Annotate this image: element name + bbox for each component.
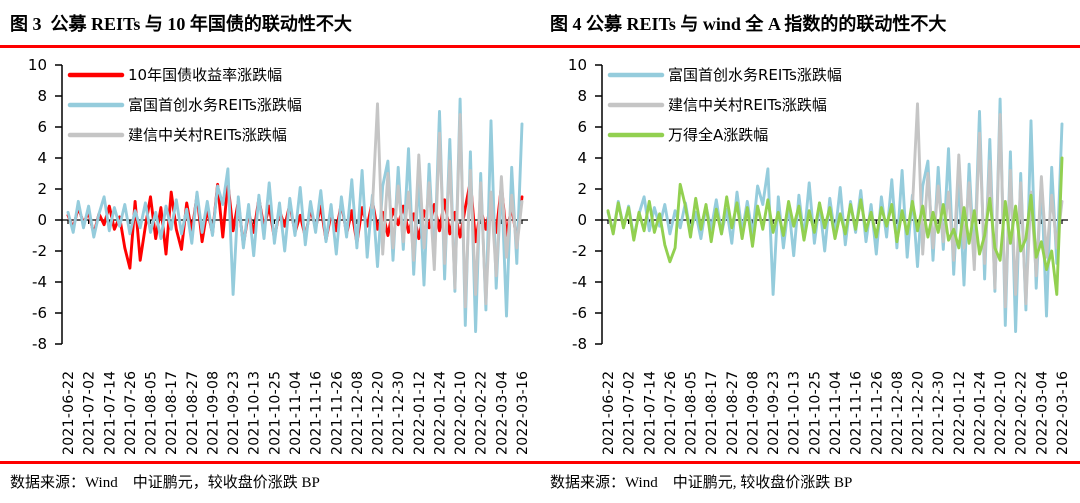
x-tick-label: 2021-12-20 [911, 371, 927, 455]
y-tick-label: 4 [37, 149, 47, 167]
x-tick-label: 2021-11-16 [309, 371, 325, 455]
x-tick-label: 2021-11-26 [329, 371, 345, 455]
legend-label: 建信中关村REITs涨跌幅 [128, 126, 287, 144]
y-tick-label: 0 [577, 211, 587, 229]
bottom-red-rule [0, 461, 1080, 464]
x-tick-label: 2021-09-23 [766, 371, 782, 455]
y-tick-label: -8 [32, 335, 47, 353]
x-tick-label: 2021-12-30 [931, 371, 947, 455]
x-tick-label: 2021-06-22 [601, 371, 617, 455]
x-tick-label: 2021-08-17 [704, 371, 720, 455]
figure4-data-source-note: 数据来源：Wind 中证鹏元, 较收盘价涨跌 BP [550, 475, 853, 491]
figure3-title: 图 3 公募 REITs 与 10 年国债的联动性不大 [10, 14, 352, 34]
x-axis [602, 219, 1068, 224]
y-tick-label: -8 [572, 335, 587, 353]
x-tick-label: 2021-08-17 [164, 371, 180, 455]
x-tick-label: 2021-10-13 [787, 371, 803, 455]
x-tick-label: 2021-11-04 [828, 371, 844, 455]
x-tick-label: 2021-07-02 [622, 371, 638, 455]
x-tick-label: 2021-12-30 [391, 371, 407, 455]
legend-label: 富国首创水务REITs涨跌幅 [128, 96, 302, 114]
x-tick-label: 2021-09-08 [746, 371, 762, 455]
y-tick-label: 8 [37, 87, 47, 105]
x-tick-label: 2022-03-16 [515, 371, 531, 455]
x-tick-label: 2022-01-24 [433, 371, 449, 455]
x-tick-label: 2021-12-20 [371, 371, 387, 455]
x-tick-label: 2022-02-22 [474, 371, 490, 455]
x-tick-label: 2021-06-22 [61, 371, 77, 455]
y-tick-label: -6 [572, 304, 587, 322]
y-axis [55, 64, 63, 345]
x-tick-label: 2021-08-05 [684, 371, 700, 455]
legend-label: 富国首创水务REITs涨跌幅 [668, 66, 842, 84]
y-tick-label: -4 [32, 273, 47, 291]
x-tick-label: 2022-03-16 [1055, 371, 1071, 455]
x-tick-label: 2022-01-12 [412, 371, 428, 455]
x-tick-label: 2021-09-08 [206, 371, 222, 455]
x-tick-label: 2021-12-08 [350, 371, 366, 455]
y-tick-label: 8 [577, 87, 587, 105]
x-tick-label: 2021-10-25 [267, 371, 283, 455]
y-tick-label: 0 [37, 211, 47, 229]
y-tick-label: 10 [568, 56, 587, 74]
y-axis [595, 64, 603, 345]
y-tick-label: -2 [32, 242, 47, 260]
x-tick-label: 2021-08-27 [185, 371, 201, 455]
x-tick-label: 2021-07-14 [102, 371, 118, 455]
legend-label: 万得全A涨跌幅 [668, 126, 768, 144]
x-tick-label: 2022-01-24 [973, 371, 989, 455]
y-tick-label: 6 [37, 118, 47, 136]
y-tick-label: -6 [32, 304, 47, 322]
x-tick-label: 2022-02-22 [1014, 371, 1030, 455]
y-tick-label: 10 [28, 56, 47, 74]
x-tick-label: 2021-12-08 [890, 371, 906, 455]
x-tick-label: 2021-11-04 [288, 371, 304, 455]
x-tick-label: 2022-02-10 [453, 371, 469, 455]
y-tick-label: 2 [37, 180, 47, 198]
x-tick-label: 2022-02-10 [993, 371, 1009, 455]
legend-label: 10年国债收益率涨跌幅 [128, 66, 282, 84]
x-tick-label: 2021-10-13 [247, 371, 263, 455]
y-tick-label: 2 [577, 180, 587, 198]
x-tick-label: 2022-03-04 [1034, 371, 1050, 455]
x-tick-label: 2021-09-23 [226, 371, 242, 455]
x-tick-label: 2021-07-14 [642, 371, 658, 455]
x-tick-label: 2021-11-16 [849, 371, 865, 455]
top-red-rule [0, 45, 1080, 48]
x-axis-labels: 2021-06-22 2021-07-02 2021-07-14 2021-07-26… [601, 371, 1071, 455]
y-tick-label: 6 [577, 118, 587, 136]
x-tick-label: 2022-01-12 [952, 371, 968, 455]
y-tick-label: -2 [572, 242, 587, 260]
series-line-2 [370, 102, 524, 309]
x-tick-label: 2021-07-26 [123, 371, 139, 455]
y-axis-labels: 10 8 6 4 2 0 -2 -4 -6 -8 [28, 56, 47, 353]
x-tick-label: 2021-10-25 [807, 371, 823, 455]
legend-label: 建信中关村REITs涨跌幅 [668, 96, 827, 114]
y-tick-label: 4 [577, 149, 587, 167]
x-tick-label: 2021-07-02 [82, 371, 98, 455]
x-tick-label: 2021-08-05 [144, 371, 160, 455]
x-axis-labels: 2021-06-22 2021-07-02 2021-07-14 2021-07-26… [61, 371, 531, 455]
y-tick-label: -4 [572, 273, 587, 291]
x-tick-label: 2021-07-26 [663, 371, 679, 455]
x-tick-label: 2021-08-27 [725, 371, 741, 455]
x-tick-label: 2021-11-26 [869, 371, 885, 455]
y-axis-labels: 10 8 6 4 2 0 -2 -4 -6 -8 [568, 56, 587, 353]
x-tick-label: 2022-03-04 [494, 371, 510, 455]
series-line-2 [606, 156, 1064, 296]
figure3-data-source-note: 数据来源：Wind 中证鹏元，较收盘价涨跌 BP [10, 475, 320, 491]
figure4-title: 图 4 公募 REITs 与 wind 全 A 指数的的联动性不大 [550, 14, 947, 34]
